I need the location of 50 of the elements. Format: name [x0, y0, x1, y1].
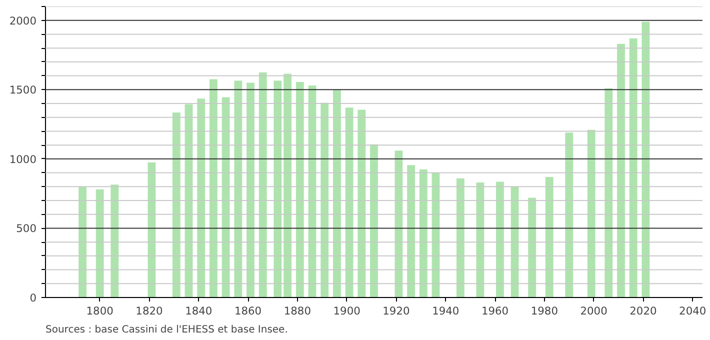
x-tick-label: 1860	[234, 304, 262, 318]
bar	[110, 184, 119, 298]
bar	[545, 176, 554, 298]
x-tick-label: 1880	[284, 304, 312, 318]
x-tick-label: 1980	[530, 304, 558, 318]
x-tick-label: 1800	[86, 304, 114, 318]
bar	[320, 102, 329, 298]
bar	[210, 79, 218, 298]
x-tick-label: 1900	[333, 304, 361, 318]
bar	[258, 72, 267, 298]
bar	[197, 98, 206, 298]
bar	[629, 38, 638, 298]
bar	[565, 132, 574, 298]
bar	[496, 182, 504, 298]
y-tick-label: 1000	[9, 152, 37, 166]
bar	[407, 165, 415, 298]
x-tick-label: 1920	[382, 304, 410, 318]
x-tick-label: 2040	[679, 304, 706, 318]
x-tick-label: 1960	[481, 304, 509, 318]
x-tick-label: 1840	[185, 304, 212, 318]
bar	[587, 130, 596, 298]
x-tick-label: 2020	[630, 304, 657, 318]
bar	[333, 90, 341, 298]
y-tick-label: 1500	[9, 84, 37, 97]
bar	[78, 186, 86, 298]
bar	[528, 198, 536, 298]
y-tick-label: 500	[16, 222, 37, 236]
bar	[394, 150, 403, 298]
bar	[370, 144, 378, 298]
bar	[172, 112, 180, 298]
x-tick-label: 1820	[136, 304, 164, 318]
source-note: Sources : base Cassini de l'EHESS et base Insee.	[46, 324, 288, 336]
bar	[604, 88, 613, 298]
y-tick-label: 2000	[9, 14, 37, 28]
bar	[456, 178, 464, 298]
x-tick-label: 2000	[580, 304, 608, 318]
bar	[96, 189, 104, 298]
bar	[222, 97, 230, 298]
bar	[234, 80, 242, 298]
x-tick-label: 1940	[432, 304, 460, 318]
bar	[358, 110, 366, 298]
bar	[246, 82, 254, 298]
bar	[345, 108, 354, 298]
bar	[284, 74, 292, 298]
bar	[274, 80, 282, 298]
bar	[419, 169, 428, 298]
bar	[617, 44, 625, 298]
bar	[296, 82, 304, 298]
bar	[642, 22, 650, 298]
y-tick-label: 0	[30, 292, 37, 304]
